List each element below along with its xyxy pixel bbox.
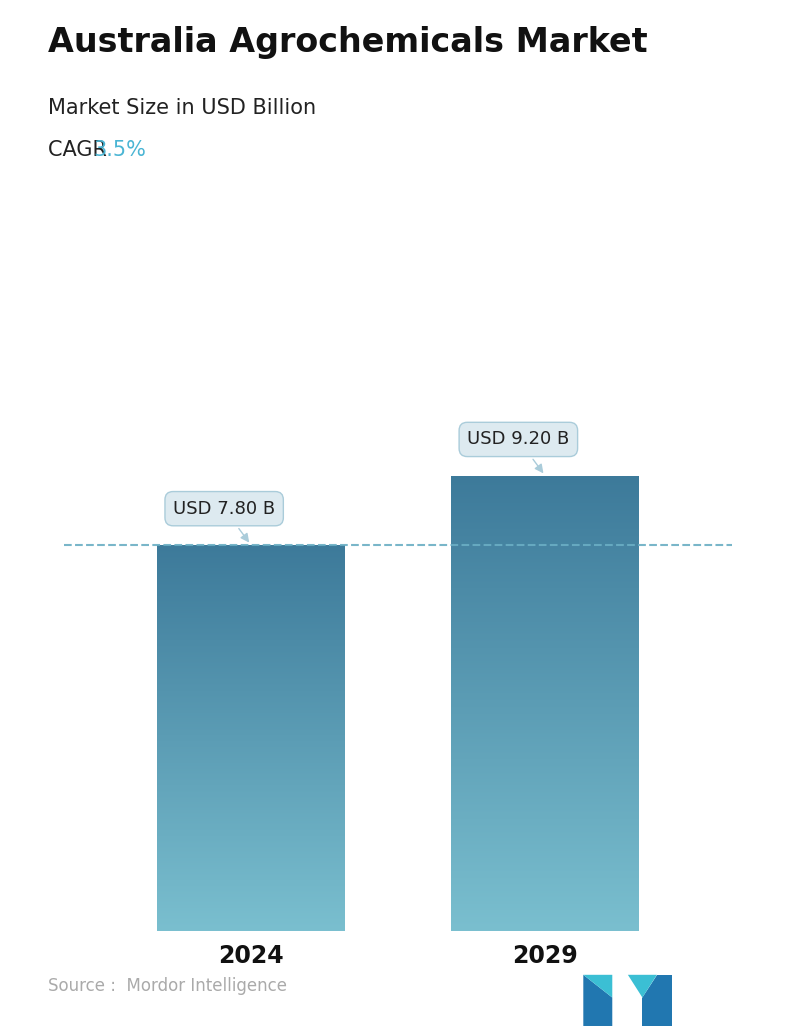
Text: 3.5%: 3.5% xyxy=(94,140,146,159)
Text: Source :  Mordor Intelligence: Source : Mordor Intelligence xyxy=(48,977,287,995)
Text: Australia Agrochemicals Market: Australia Agrochemicals Market xyxy=(48,26,647,59)
Text: CAGR: CAGR xyxy=(48,140,113,159)
Text: USD 7.80 B: USD 7.80 B xyxy=(173,499,275,542)
Text: USD 9.20 B: USD 9.20 B xyxy=(467,430,569,473)
Text: Market Size in USD Billion: Market Size in USD Billion xyxy=(48,98,316,118)
